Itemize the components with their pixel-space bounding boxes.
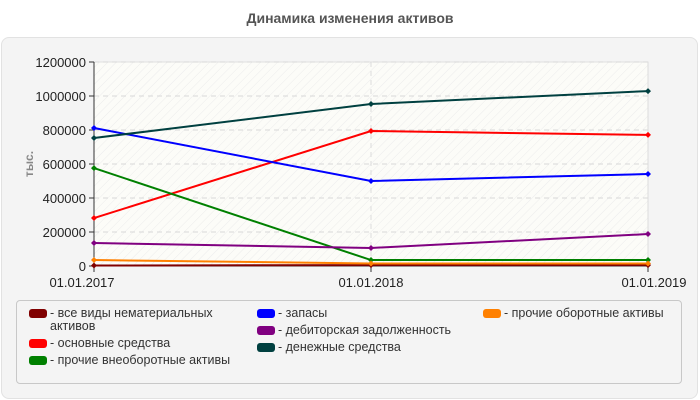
legend-swatch-icon <box>29 339 47 348</box>
chart-title: Динамика изменения активов <box>246 10 454 26</box>
legend-column: - все виды нематериальных активов - основ… <box>29 307 249 371</box>
legend-swatch-icon <box>257 326 275 335</box>
data-point-marker[interactable] <box>368 260 374 267</box>
data-point-marker[interactable] <box>645 131 651 138</box>
series-line <box>91 165 651 264</box>
line-chart: 0 200000 400000 600000 800000 1000000 1200000 0… <box>22 55 687 290</box>
data-point-marker[interactable] <box>645 257 651 264</box>
series-line <box>91 231 651 251</box>
legend-swatch-icon <box>257 309 275 318</box>
legend-item[interactable]: - прочие оборотные активы <box>483 307 683 320</box>
data-point-marker[interactable] <box>91 262 97 269</box>
data-point-marker[interactable] <box>368 244 374 251</box>
legend-label: - основные средства <box>50 336 171 350</box>
y-tick-label: 600000 <box>43 157 86 172</box>
legend-item[interactable]: - все виды нематериальных активов <box>29 307 249 333</box>
legend-swatch-icon <box>257 343 275 352</box>
data-point-marker[interactable] <box>91 240 97 247</box>
data-point-marker[interactable] <box>368 257 374 264</box>
data-point-marker[interactable] <box>645 171 651 178</box>
legend: - все виды нематериальных активов - основ… <box>16 300 682 384</box>
y-axis-label: тыс. <box>22 151 36 177</box>
legend-item[interactable]: - дебиторская задолженность <box>257 324 477 337</box>
legend-swatch-icon <box>29 356 47 365</box>
y-tick-label: 200000 <box>43 225 86 240</box>
series-line <box>91 128 651 222</box>
legend-swatch-icon <box>29 309 47 318</box>
legend-item[interactable]: - запасы <box>257 307 477 320</box>
plot-area <box>93 61 649 267</box>
data-point-marker[interactable] <box>91 165 97 172</box>
legend-swatch-icon <box>483 309 501 318</box>
y-tick-label: 1000000 <box>35 89 86 104</box>
data-point-marker[interactable] <box>91 215 97 222</box>
data-point-marker[interactable] <box>91 134 97 141</box>
x-tick-label: 01.01.2018 <box>338 275 403 290</box>
legend-label: - денежные средства <box>278 340 401 354</box>
legend-item[interactable]: - денежные средства <box>257 341 477 354</box>
legend-column: - запасы - дебиторская задолженность - ден… <box>257 307 477 358</box>
legend-item[interactable]: - основные средства <box>29 337 249 350</box>
data-point-marker[interactable] <box>645 231 651 238</box>
series-line <box>91 88 651 141</box>
data-point-marker[interactable] <box>91 124 97 131</box>
series-lines <box>91 88 651 269</box>
y-tick-label: 0 <box>79 259 86 274</box>
data-point-marker[interactable] <box>368 128 374 135</box>
y-tick-label: 400000 <box>43 191 86 206</box>
legend-label: - дебиторская задолженность <box>278 323 452 337</box>
legend-label: - прочие внеоборотные активы <box>50 353 231 367</box>
series-line <box>91 124 651 184</box>
legend-label: - прочие оборотные активы <box>504 306 664 320</box>
data-point-marker[interactable] <box>645 88 651 95</box>
data-point-marker[interactable] <box>368 178 374 184</box>
y-tick-label: 800000 <box>43 123 86 138</box>
series-line <box>91 257 651 267</box>
x-tick-label: 01.01.2019 <box>621 275 686 290</box>
data-point-marker[interactable] <box>91 257 97 264</box>
legend-label: - запасы <box>278 306 328 320</box>
legend-column: - прочие оборотные активы <box>483 307 683 324</box>
data-point-marker[interactable] <box>645 260 651 267</box>
x-tick-label: 01.01.2017 <box>49 275 114 290</box>
legend-item[interactable]: - прочие внеоборотные активы <box>29 354 249 367</box>
legend-label: - все виды нематериальных активов <box>50 306 213 333</box>
data-point-marker[interactable] <box>368 100 374 107</box>
y-tick-label: 1200000 <box>35 55 86 70</box>
